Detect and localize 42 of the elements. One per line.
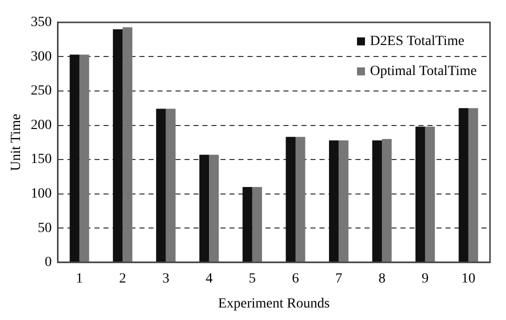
- bar: [415, 126, 426, 262]
- bar: [122, 27, 132, 262]
- x-axis-title: Experiment Rounds: [218, 296, 330, 312]
- legend-label: Optimal TotalTime: [370, 64, 477, 80]
- bar: [79, 54, 90, 262]
- x-tick-label: 10: [461, 271, 476, 286]
- y-tick-label: 150: [30, 152, 52, 168]
- bar: [329, 140, 339, 262]
- bar: [70, 54, 80, 262]
- legend-label: D2ES TotalTime: [370, 34, 464, 50]
- x-tick-label: 4: [206, 271, 213, 286]
- y-tick-label: 50: [38, 220, 52, 236]
- x-tick-label: 8: [378, 271, 386, 286]
- x-tick-label: 6: [292, 271, 300, 286]
- bar: [296, 136, 306, 262]
- bar: [372, 140, 382, 262]
- x-tick-label: 5: [248, 271, 256, 286]
- y-tick-label: 350: [30, 15, 52, 30]
- x-tick-label: 9: [422, 271, 429, 286]
- bar: [199, 154, 210, 262]
- y-tick-label: 300: [30, 49, 52, 64]
- bar: [468, 108, 478, 262]
- bar: [458, 108, 468, 262]
- y-tick-label: 0: [44, 255, 52, 270]
- bar: [156, 108, 166, 262]
- bar: [166, 108, 176, 262]
- x-tick-label: 3: [162, 271, 170, 286]
- bar: [286, 136, 296, 262]
- bar: [252, 186, 262, 262]
- y-tick-label: 100: [30, 186, 52, 202]
- bar: [425, 126, 435, 262]
- bar: [209, 154, 219, 262]
- y-tick-label: 200: [30, 118, 52, 133]
- x-tick-label: 1: [76, 271, 83, 286]
- x-tick-label: 2: [119, 271, 126, 286]
- y-axis-title: Unit Time: [9, 114, 24, 171]
- x-tick-label: 7: [335, 271, 342, 286]
- bar: [112, 29, 123, 262]
- bar: [338, 140, 348, 262]
- bar: [382, 138, 392, 262]
- y-tick-label: 250: [30, 84, 52, 99]
- bar: [242, 186, 252, 262]
